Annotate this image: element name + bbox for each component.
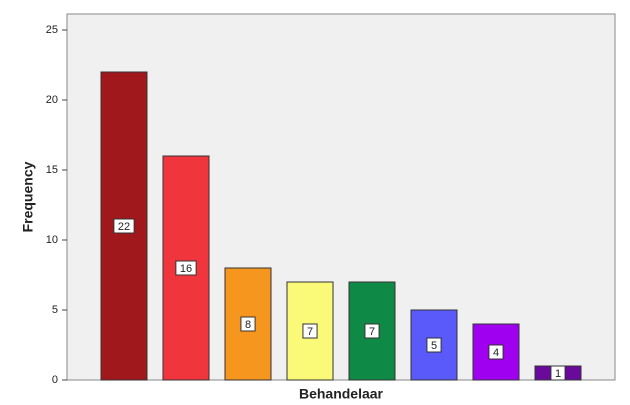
value-label: 4 xyxy=(493,347,499,359)
value-label: 7 xyxy=(307,326,313,338)
x-axis-title: Behandelaar xyxy=(299,386,384,402)
value-label: 7 xyxy=(369,326,375,338)
value-label-box xyxy=(488,344,504,360)
y-tick-label: 20 xyxy=(46,94,58,106)
bar xyxy=(224,267,272,381)
value-label: 1 xyxy=(555,368,561,380)
value-label-box xyxy=(302,323,318,339)
y-tick-label: 10 xyxy=(46,234,58,246)
value-label-box xyxy=(550,365,566,381)
value-label: 22 xyxy=(118,221,130,233)
y-axis-title: Frequency xyxy=(20,161,36,232)
value-label-box xyxy=(175,260,197,276)
value-label: 5 xyxy=(431,340,437,352)
value-label: 16 xyxy=(180,263,192,275)
value-label: 8 xyxy=(245,319,251,331)
bar xyxy=(410,309,458,381)
y-tick-label: 5 xyxy=(52,304,58,316)
y-tick-label: 15 xyxy=(46,164,58,176)
y-tick-label: 25 xyxy=(46,24,58,36)
y-tick-label: 0 xyxy=(52,374,58,386)
plot-area xyxy=(66,13,616,381)
value-label-box xyxy=(364,323,380,339)
value-label-box xyxy=(113,218,135,234)
bar xyxy=(100,71,148,381)
value-label-box xyxy=(426,337,442,353)
value-label-box xyxy=(240,316,256,332)
